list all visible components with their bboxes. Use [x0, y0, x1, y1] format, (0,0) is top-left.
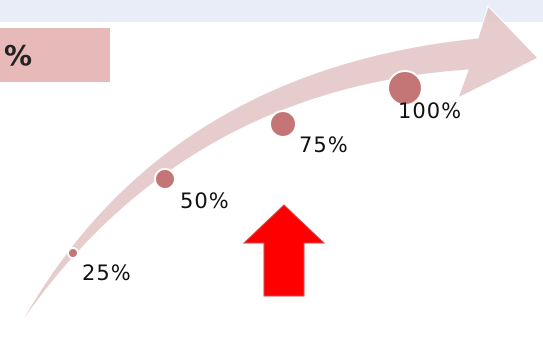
milestone-label-100: 100% [398, 99, 462, 123]
percent-tile-label: % [4, 38, 33, 72]
curved-arrow-icon [17, 5, 539, 329]
milestone-label-75: 75% [299, 133, 349, 157]
milestone-dot-100 [387, 70, 423, 106]
milestone-label-25: 25% [82, 261, 132, 285]
top-band [0, 0, 543, 22]
percent-tile: % [0, 28, 110, 82]
milestone-dot-75 [269, 110, 297, 138]
up-arrow-icon [242, 204, 326, 297]
milestone-label-50: 50% [180, 189, 230, 213]
milestone-dot-25 [67, 247, 79, 259]
milestone-dot-50 [154, 168, 176, 190]
